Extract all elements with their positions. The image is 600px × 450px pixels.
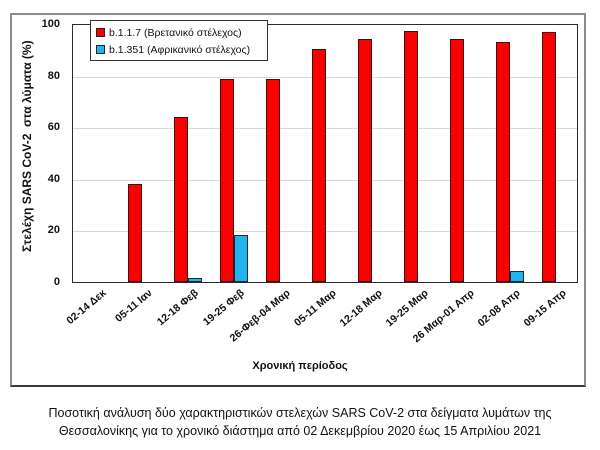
bar-b117: [495, 41, 510, 282]
y-tick-label: 40: [47, 172, 60, 185]
bar-b1351: [509, 270, 524, 282]
legend-label: b.1.351 (Αφρικανικό στέλεχος): [109, 43, 251, 56]
y-tick-label: 100: [41, 18, 60, 30]
bar-b117: [311, 49, 326, 282]
y-axis-title: Στελέχη SARS CoV-2 στα λύματα (%): [20, 40, 34, 252]
plot-area: [72, 24, 578, 283]
bar-b117: [403, 31, 418, 282]
caption-line-1: Ποσοτική ανάλυση δύο χαρακτηριστικών στε…: [48, 406, 552, 420]
bar-b117: [449, 39, 464, 282]
y-tick-label: 80: [47, 69, 60, 82]
bar-b1351: [233, 235, 248, 282]
legend-item-b1351: b.1.351 (Αφρικανικό στέλεχος): [96, 41, 262, 58]
y-tick-label: 0: [53, 276, 60, 288]
figure-caption: Ποσοτική ανάλυση δύο χαρακτηριστικών στε…: [0, 404, 600, 440]
y-tick-label: 20: [47, 224, 60, 237]
legend-swatch-blue: [96, 45, 105, 54]
caption-line-2: Θεσσαλονίκης για το χρονικό διάστημα από…: [58, 424, 542, 438]
legend-label: b.1.1.7 (Βρετανικό στέλεχος): [109, 26, 242, 39]
bar-b117: [541, 32, 556, 282]
x-axis-title: Χρονική περίοδος: [252, 360, 348, 372]
bar-b117: [173, 116, 188, 282]
bar-b117: [357, 38, 372, 282]
legend-item-b117: b.1.1.7 (Βρετανικό στέλεχος): [96, 24, 262, 41]
bar-b117: [127, 184, 142, 282]
y-tick-label: 60: [47, 121, 60, 134]
legend: b.1.1.7 (Βρετανικό στέλεχος) b.1.351 (Αφ…: [90, 20, 268, 61]
bar-b1351: [187, 278, 202, 282]
legend-swatch-red: [96, 28, 105, 37]
bar-b117: [265, 78, 280, 282]
bar-b117: [219, 78, 234, 282]
